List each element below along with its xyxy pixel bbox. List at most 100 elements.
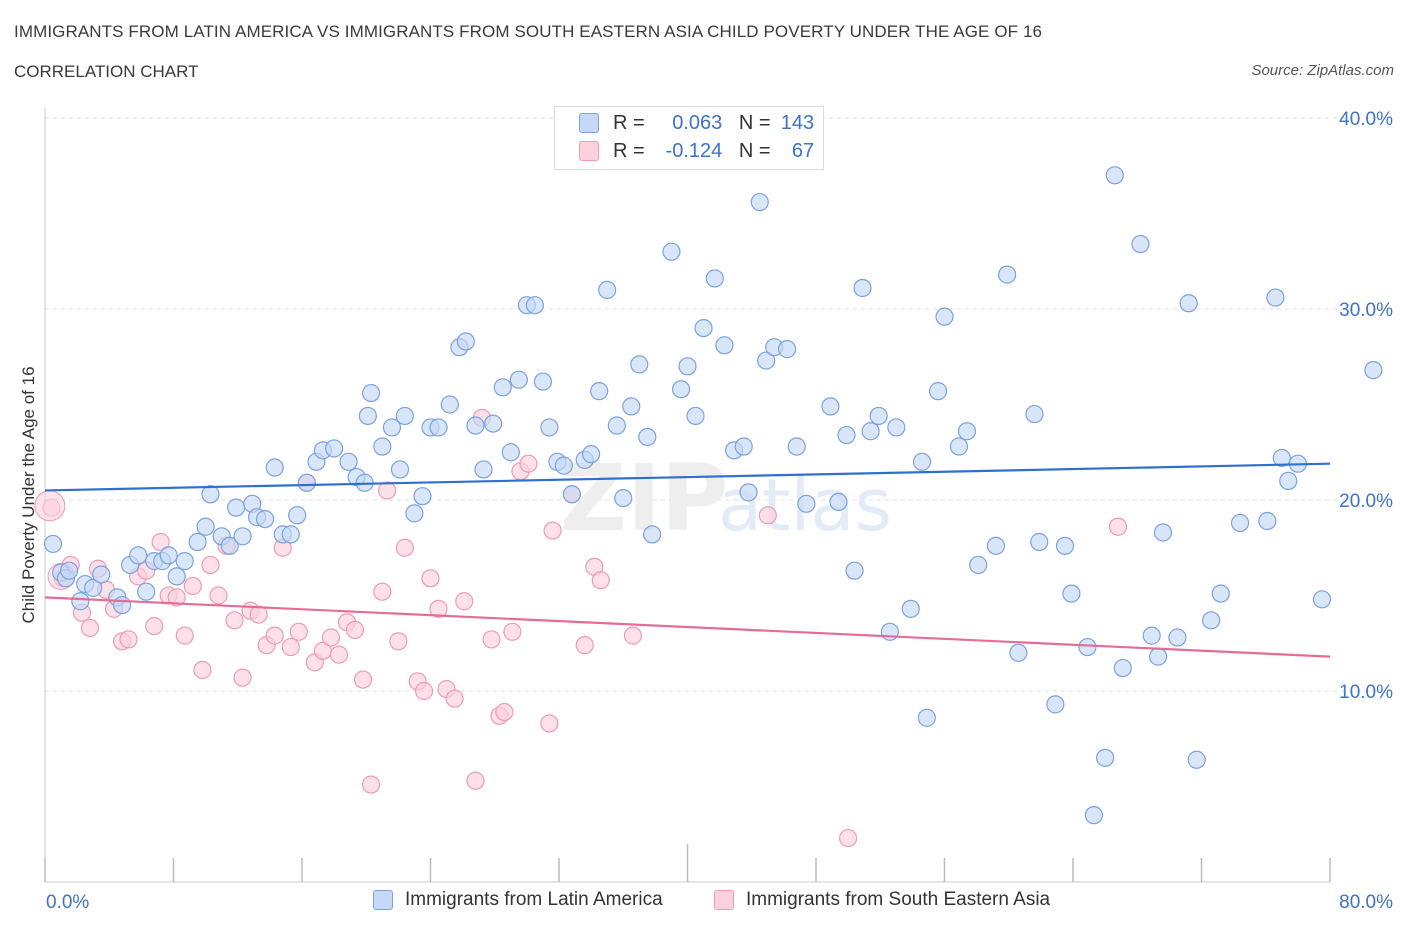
legend-stats: R = 0.063 N = 143 R = -0.124 N = 67 bbox=[554, 106, 824, 170]
legend-swatch-blue bbox=[373, 890, 393, 910]
data-point bbox=[503, 622, 522, 641]
y-tick-label: 10.0% bbox=[1339, 682, 1393, 703]
data-point bbox=[671, 380, 691, 399]
legend-item-south-eastern-asia[interactable]: Immigrants from South Eastern Asia bbox=[714, 889, 1050, 911]
data-point bbox=[540, 418, 559, 437]
data-point bbox=[501, 443, 520, 462]
chart-title: IMMIGRANTS FROM LATIN AMERICA VS IMMIGRA… bbox=[14, 22, 1043, 41]
data-point bbox=[1312, 590, 1332, 609]
data-point bbox=[591, 571, 610, 590]
legend-swatch-blue bbox=[579, 113, 599, 133]
data-point bbox=[119, 630, 138, 649]
data-point bbox=[1211, 584, 1230, 603]
data-point bbox=[112, 595, 132, 615]
data-point bbox=[482, 630, 501, 649]
data-point bbox=[525, 296, 545, 315]
data-point bbox=[598, 280, 617, 299]
data-point bbox=[986, 536, 1006, 555]
n-value: 143 bbox=[780, 111, 815, 134]
data-point bbox=[145, 616, 164, 636]
data-point bbox=[562, 485, 581, 504]
data-point bbox=[519, 454, 538, 473]
data-point bbox=[1279, 471, 1298, 490]
data-point bbox=[466, 771, 485, 790]
trend-line-latin-america bbox=[44, 462, 1331, 492]
data-point bbox=[440, 395, 459, 414]
data-point bbox=[137, 582, 156, 601]
data-point bbox=[413, 487, 432, 506]
data-point bbox=[361, 383, 381, 403]
data-point bbox=[151, 532, 170, 552]
data-point bbox=[1108, 517, 1128, 536]
data-point bbox=[1084, 806, 1103, 825]
data-point bbox=[1179, 294, 1198, 313]
data-point bbox=[34, 490, 66, 522]
data-point bbox=[1168, 628, 1187, 647]
data-point bbox=[509, 370, 528, 389]
data-point bbox=[1062, 584, 1081, 603]
r-value: 0.063 bbox=[672, 111, 723, 134]
legend-label-latin-america: Immigrants from Latin America bbox=[405, 889, 663, 910]
n-value: 67 bbox=[791, 139, 815, 162]
data-point bbox=[167, 567, 186, 586]
data-point bbox=[554, 456, 573, 475]
x-tick-label: 80.0% bbox=[1339, 892, 1393, 913]
data-point bbox=[797, 494, 816, 513]
data-point bbox=[575, 636, 594, 655]
data-point bbox=[715, 336, 734, 355]
data-point bbox=[201, 555, 220, 575]
data-point bbox=[643, 525, 662, 544]
data-point bbox=[395, 538, 414, 557]
data-point bbox=[543, 521, 562, 540]
data-point bbox=[183, 576, 202, 596]
data-point bbox=[969, 555, 988, 575]
data-point bbox=[739, 483, 758, 502]
x-tick-label: 0.0% bbox=[46, 892, 89, 913]
chart-subtitle: CORRELATION CHART bbox=[14, 62, 199, 81]
data-point bbox=[949, 437, 969, 456]
data-point bbox=[861, 422, 880, 441]
data-point bbox=[429, 599, 448, 618]
data-point bbox=[1009, 643, 1028, 662]
legend-label-south-eastern-asia: Immigrants from South Eastern Asia bbox=[746, 889, 1051, 910]
data-point bbox=[845, 561, 864, 580]
r-label: R = bbox=[613, 111, 645, 134]
data-point bbox=[1258, 511, 1277, 531]
data-point bbox=[734, 437, 753, 456]
data-point bbox=[869, 406, 888, 426]
data-point bbox=[623, 626, 642, 645]
data-point bbox=[188, 532, 207, 552]
data-point bbox=[414, 681, 434, 701]
data-point bbox=[1142, 626, 1161, 645]
data-point bbox=[281, 525, 300, 544]
data-point bbox=[456, 332, 475, 351]
data-point bbox=[1266, 288, 1285, 307]
trend-line-south-eastern-asia bbox=[44, 596, 1331, 658]
data-point bbox=[928, 382, 948, 401]
data-point bbox=[1046, 695, 1065, 714]
data-point bbox=[455, 592, 474, 611]
legend-swatch-pink bbox=[714, 890, 734, 910]
legend-item-latin-america[interactable]: Immigrants from Latin America bbox=[373, 889, 663, 911]
data-point bbox=[227, 498, 246, 517]
data-point bbox=[59, 561, 79, 580]
data-point bbox=[1055, 536, 1075, 555]
data-point bbox=[590, 382, 609, 401]
series-south-eastern-asia-points bbox=[34, 408, 1128, 848]
data-point bbox=[175, 552, 194, 571]
data-point bbox=[853, 278, 872, 298]
data-point bbox=[167, 588, 186, 607]
data-point bbox=[382, 418, 402, 437]
data-point bbox=[159, 546, 178, 565]
data-point bbox=[540, 714, 559, 733]
data-point bbox=[358, 406, 377, 426]
data-point bbox=[373, 437, 392, 456]
y-tick-label: 40.0% bbox=[1339, 109, 1393, 130]
legend-swatch-pink bbox=[579, 141, 599, 161]
series-latin-america-points bbox=[43, 166, 1383, 825]
data-point bbox=[389, 632, 408, 651]
data-point bbox=[1153, 523, 1173, 542]
data-point bbox=[1025, 404, 1044, 424]
data-point bbox=[361, 775, 381, 794]
